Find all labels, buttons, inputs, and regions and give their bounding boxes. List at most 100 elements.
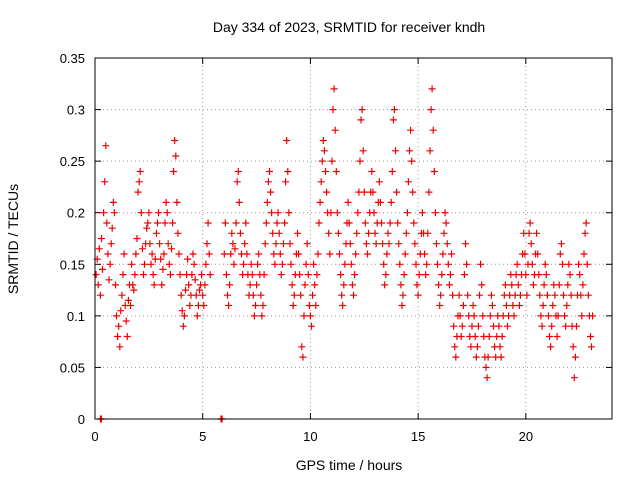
data-point	[438, 271, 446, 279]
data-point	[439, 250, 447, 258]
data-point	[340, 281, 348, 289]
data-point	[302, 260, 310, 268]
data-point	[354, 209, 362, 217]
data-point	[206, 271, 214, 279]
data-point	[241, 240, 249, 248]
data-point	[202, 260, 210, 268]
data-point	[117, 307, 125, 315]
data-point	[100, 209, 108, 217]
data-point	[345, 219, 353, 227]
data-point	[232, 219, 240, 227]
data-point	[437, 291, 445, 299]
data-point	[327, 209, 335, 217]
data-point	[109, 198, 117, 206]
data-point	[336, 250, 343, 258]
data-point	[479, 312, 487, 320]
data-point	[330, 85, 338, 93]
data-point	[283, 137, 291, 144]
data-point	[137, 209, 145, 217]
data-point	[106, 260, 114, 268]
data-point	[266, 168, 273, 175]
data-point	[127, 302, 134, 309]
data-point	[169, 219, 177, 227]
y-axis-label: SRMTID / TECUs	[5, 184, 21, 294]
data-point	[441, 209, 449, 217]
data-point	[560, 291, 567, 299]
data-point	[178, 307, 186, 315]
data-point	[148, 250, 156, 258]
data-point	[220, 250, 228, 258]
data-point	[161, 219, 169, 227]
data-point	[408, 157, 416, 165]
data-point	[412, 260, 420, 268]
data-point	[273, 219, 281, 227]
data-point	[589, 312, 597, 320]
data-point	[180, 312, 188, 320]
plot-frame	[94, 57, 613, 420]
data-point	[285, 209, 293, 217]
data-point	[252, 302, 259, 309]
data-point	[254, 260, 262, 268]
data-point	[582, 219, 590, 227]
data-point	[326, 250, 334, 258]
data-point	[272, 240, 280, 248]
data-point	[352, 250, 360, 258]
data-point	[122, 317, 130, 325]
data-point	[422, 271, 430, 279]
x-tick-label: 20	[519, 429, 533, 444]
data-point	[221, 219, 229, 227]
data-point	[407, 126, 415, 134]
data-point	[253, 281, 261, 289]
data-point	[248, 271, 256, 279]
data-point	[460, 271, 468, 279]
data-point	[561, 312, 569, 320]
data-point	[451, 343, 459, 351]
data-point	[282, 178, 290, 186]
data-point	[385, 240, 393, 248]
data-points	[92, 85, 597, 423]
data-point	[445, 281, 453, 289]
data-point	[496, 343, 504, 351]
x-tick-label: 15	[411, 429, 425, 444]
data-point	[394, 219, 402, 227]
data-point	[513, 260, 521, 268]
data-point	[222, 271, 230, 279]
data-point	[188, 271, 196, 279]
data-point	[118, 291, 126, 299]
data-point	[566, 271, 574, 279]
data-point	[157, 255, 165, 263]
data-point	[543, 291, 551, 299]
data-point	[443, 240, 451, 248]
data-point	[274, 209, 282, 217]
data-point	[369, 188, 377, 196]
data-point	[486, 312, 494, 320]
data-point	[296, 271, 304, 279]
data-point	[236, 229, 244, 237]
y-tick-label: 0.05	[60, 360, 85, 375]
data-point	[303, 240, 311, 248]
data-point	[364, 250, 371, 258]
data-point	[464, 291, 472, 299]
data-point	[143, 224, 151, 232]
data-point	[339, 302, 347, 309]
data-point	[535, 271, 543, 279]
data-point	[229, 240, 237, 248]
data-point	[529, 281, 537, 289]
data-point	[375, 178, 383, 186]
data-point	[146, 240, 154, 248]
data-point	[299, 353, 307, 361]
data-point	[554, 312, 562, 320]
data-point	[110, 209, 118, 217]
data-point	[428, 85, 436, 93]
data-point	[310, 260, 318, 268]
data-point	[565, 260, 573, 268]
data-point	[357, 116, 365, 124]
data-point	[551, 291, 559, 299]
data-point	[199, 291, 207, 299]
data-point	[409, 188, 417, 196]
data-point	[175, 250, 183, 258]
data-point	[318, 157, 326, 165]
data-point	[98, 235, 105, 242]
data-point	[231, 245, 239, 253]
data-point	[155, 209, 162, 217]
